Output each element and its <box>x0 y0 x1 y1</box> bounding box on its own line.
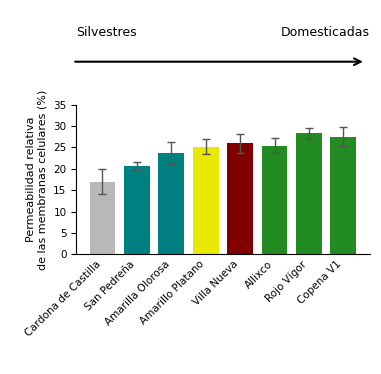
Bar <box>227 143 253 254</box>
Text: Domesticadas: Domesticadas <box>280 26 370 39</box>
Bar <box>330 137 356 254</box>
Bar <box>90 182 115 254</box>
Y-axis label: Permeabilidad relativa
de las membranas celulares (%): Permeabilidad relativa de las membranas … <box>26 89 48 270</box>
Bar <box>262 146 287 254</box>
Bar <box>124 166 150 254</box>
Text: Silvestres: Silvestres <box>76 26 137 39</box>
Bar <box>193 147 219 254</box>
Bar <box>158 153 184 254</box>
Bar <box>296 134 322 254</box>
